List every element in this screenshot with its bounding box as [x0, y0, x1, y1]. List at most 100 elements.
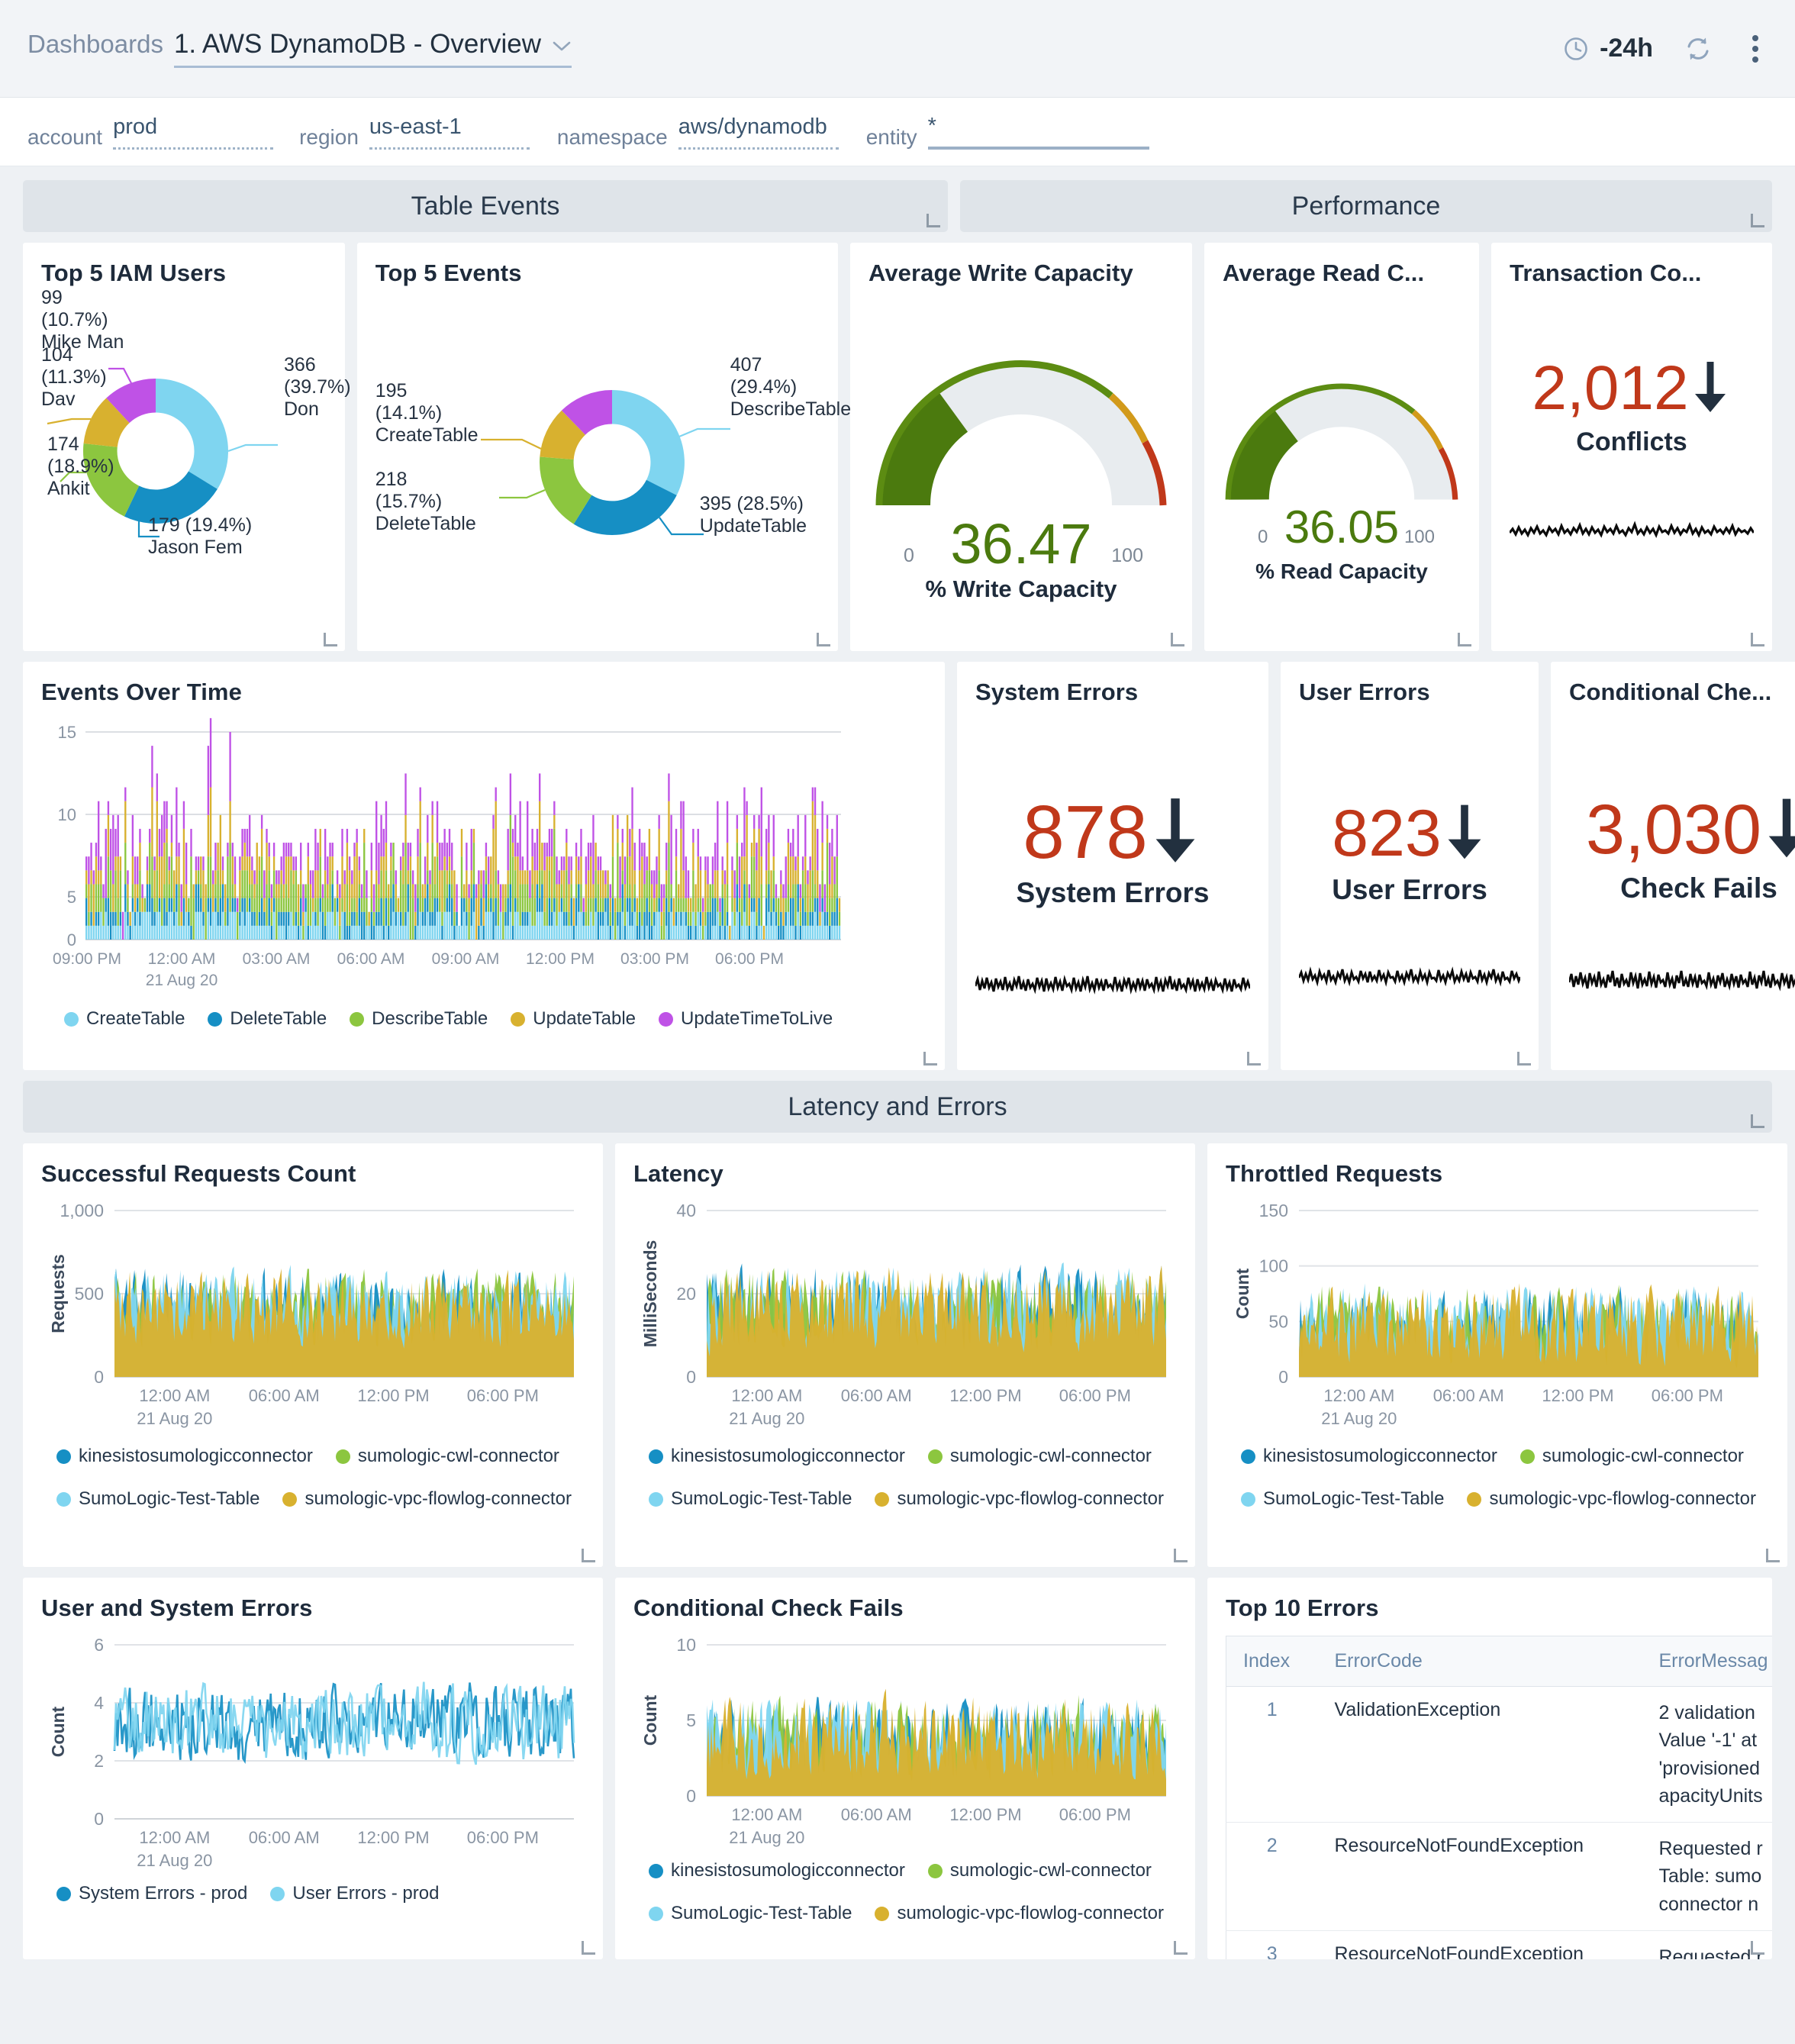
svg-text:0: 0	[94, 1809, 104, 1829]
resize-handle[interactable]	[1174, 1941, 1188, 1955]
panel-top10-errors[interactable]: Top 10 Errors Index ErrorCode ErrorMessa…	[1207, 1578, 1772, 1959]
panel-user-and-system-errors[interactable]: User and System Errors 0 2 4 6 Count 12:00 AM…	[23, 1578, 603, 1959]
resize-handle[interactable]	[1517, 1052, 1531, 1066]
panel-events-over-time[interactable]: Events Over Time 15 10 5 0 09	[23, 662, 945, 1070]
resize-handle[interactable]	[1174, 1549, 1188, 1562]
panel-title: Average Read C...	[1223, 260, 1425, 286]
legend-item[interactable]: sumologic-vpc-flowlog-connector	[1467, 1488, 1756, 1510]
resize-handle[interactable]	[927, 214, 940, 227]
legend-item[interactable]: SumoLogic-Test-Table	[649, 1903, 852, 1924]
trend-down-icon	[1442, 801, 1487, 866]
filter-region-label: region	[299, 124, 359, 149]
dashboard-title-selector[interactable]: 1. AWS DynamoDB - Overview	[173, 29, 572, 68]
svg-text:12:00 AM: 12:00 AM	[139, 1828, 210, 1847]
panel-user-errors[interactable]: User Errors 823 User Errors	[1281, 662, 1539, 1070]
resize-handle[interactable]	[582, 1941, 595, 1955]
panel-successful-requests-count[interactable]: Successful Requests Count 0 500 1,000 Reque…	[23, 1143, 603, 1567]
resize-handle[interactable]	[1751, 1941, 1764, 1955]
group-header-performance[interactable]: Performance	[960, 180, 1772, 232]
panel-avg-write-capacity[interactable]: Average Write Capacity 36.47 0 100	[850, 243, 1192, 651]
legend-item[interactable]: kinesistosumologicconnector	[649, 1446, 905, 1467]
svg-text:03:00 PM: 03:00 PM	[620, 950, 689, 968]
legend-item[interactable]: SumoLogic-Test-Table	[1241, 1488, 1444, 1510]
cell-index: 3	[1226, 1930, 1318, 1959]
legend-item[interactable]: sumologic-vpc-flowlog-connector	[875, 1903, 1164, 1924]
filter-account[interactable]: account prod	[27, 114, 274, 150]
resize-handle[interactable]	[1751, 214, 1764, 227]
resize-handle[interactable]	[582, 1549, 595, 1562]
legend-item[interactable]: SumoLogic-Test-Table	[56, 1488, 259, 1510]
breadcrumb: Dashboards 1. AWS DynamoDB - Overview	[27, 29, 572, 68]
donut-callout-jason-fem: 179 (19.4%) Jason Fem	[148, 514, 253, 558]
panel-system-errors[interactable]: System Errors 878 System Errors	[957, 662, 1268, 1070]
table-row[interactable]: 2 ResourceNotFoundException Requested r …	[1226, 1822, 1772, 1931]
scalar-caption: System Errors	[1016, 877, 1210, 908]
legend-item[interactable]: kinesistosumologicconnector	[56, 1446, 313, 1467]
filter-namespace[interactable]: namespace aws/dynamodb	[557, 114, 839, 150]
filter-region[interactable]: region us-east-1	[299, 114, 530, 150]
kebab-menu-icon[interactable]	[1743, 31, 1768, 67]
svg-text:12:00 AM: 12:00 AM	[731, 1386, 802, 1405]
svg-text:09:00 AM: 09:00 AM	[432, 950, 500, 968]
column-header-errormessage[interactable]: ErrorMessag	[1642, 1636, 1772, 1687]
resize-handle[interactable]	[1766, 1549, 1780, 1562]
resize-handle[interactable]	[323, 633, 337, 646]
panel-top5-events[interactable]: Top 5 Events	[356, 243, 852, 651]
panel-conditional-check-fails[interactable]: Conditional Check Fails 0 5 10 Count 12:00 A…	[615, 1578, 1195, 1959]
legend-item[interactable]: sumologic-cwl-connector	[927, 1446, 1152, 1467]
legend-item[interactable]: sumologic-cwl-connector	[335, 1446, 559, 1467]
resize-handle[interactable]	[1458, 633, 1471, 646]
column-header-index[interactable]: Index	[1226, 1636, 1318, 1687]
svg-text:100: 100	[1259, 1256, 1288, 1276]
resize-handle[interactable]	[1247, 1052, 1261, 1066]
sparkline	[1510, 512, 1754, 543]
legend-item[interactable]: kinesistosumologicconnector	[1241, 1446, 1497, 1467]
group-header-table-events[interactable]: Table Events	[23, 180, 948, 232]
legend-item[interactable]: CreateTable	[64, 1008, 185, 1030]
panel-title: Conditional Check Fails	[633, 1594, 904, 1621]
legend-item[interactable]: UpdateTimeToLive	[659, 1008, 833, 1030]
panel-transaction-conflicts[interactable]: Transaction Co... 2,012 Conflicts	[1491, 243, 1772, 651]
legend-item[interactable]: SumoLogic-Test-Table	[649, 1488, 852, 1510]
legend-item[interactable]: sumologic-vpc-flowlog-connector	[875, 1488, 1164, 1510]
legend-item[interactable]: UpdateTable	[511, 1008, 636, 1030]
resize-handle[interactable]	[1171, 633, 1184, 646]
scalar-caption: Conflicts	[1576, 427, 1687, 456]
legend-item[interactable]: User Errors - prod	[270, 1883, 439, 1904]
legend-item[interactable]: sumologic-cwl-connector	[927, 1860, 1152, 1881]
group-header-latency-and-errors[interactable]: Latency and Errors	[23, 1081, 1772, 1133]
legend-item[interactable]: DescribeTable	[350, 1008, 488, 1030]
legend-latency: kinesistosumologicconnector sumologic-cw…	[633, 1446, 1177, 1510]
area-chart-throttled-requests: 0 50 100 150 Count 12:00 AM 06:00 AM 12:00 PM 06…	[1226, 1200, 1769, 1436]
column-header-errorcode[interactable]: ErrorCode	[1317, 1636, 1642, 1687]
donut-callout-create-table: 195 (14.1%) CreateTable	[375, 380, 479, 446]
filter-namespace-value[interactable]: aws/dynamodb	[678, 114, 839, 150]
resize-handle[interactable]	[1751, 633, 1764, 646]
breadcrumb-root[interactable]: Dashboards	[27, 30, 163, 58]
legend-item[interactable]: sumologic-cwl-connector	[1519, 1446, 1744, 1467]
legend-item[interactable]: kinesistosumologicconnector	[649, 1860, 905, 1881]
resize-handle[interactable]	[923, 1052, 937, 1066]
legend-item[interactable]: DeleteTable	[208, 1008, 327, 1030]
svg-text:MilliSeconds: MilliSeconds	[640, 1240, 660, 1348]
donut-callout-describe-table: 407 (29.4%) DescribeTable	[730, 354, 852, 420]
panel-top5-iam-users[interactable]: Top 5 IAM Users	[23, 243, 351, 651]
panel-conditional-check[interactable]: Conditional Che... 3,030 Check Fails	[1551, 662, 1795, 1070]
refresh-icon[interactable]	[1684, 34, 1713, 63]
svg-text:03:00 AM: 03:00 AM	[243, 950, 311, 968]
legend-events-over-time: CreateTable DeleteTable DescribeTable Up…	[41, 1008, 927, 1030]
resize-handle[interactable]	[1751, 1114, 1764, 1128]
table-row[interactable]: 1 ValidationException 2 validation Value…	[1226, 1686, 1772, 1823]
table-row[interactable]: 3 ResourceNotFoundException Requested r …	[1226, 1930, 1772, 1959]
panel-throttled-requests[interactable]: Throttled Requests 0 50 100 150 Count 12:00 A…	[1207, 1143, 1787, 1567]
panel-avg-read-capacity[interactable]: Average Read C... 36.05 0 100 % Read Cap…	[1204, 243, 1479, 651]
filter-region-value[interactable]: us-east-1	[369, 114, 530, 150]
resize-handle[interactable]	[817, 633, 830, 646]
filter-account-value[interactable]: prod	[113, 114, 274, 150]
legend-item[interactable]: sumologic-vpc-flowlog-connector	[282, 1488, 572, 1510]
panel-latency[interactable]: Latency 0 20 40 MilliSeconds 12:00 AM 06:00 A…	[615, 1143, 1195, 1567]
legend-item[interactable]: System Errors - prod	[56, 1883, 247, 1904]
filter-entity-value[interactable]: *	[927, 114, 1149, 150]
time-range-picker[interactable]: -24h	[1563, 34, 1653, 63]
filter-entity[interactable]: entity *	[866, 114, 1149, 150]
